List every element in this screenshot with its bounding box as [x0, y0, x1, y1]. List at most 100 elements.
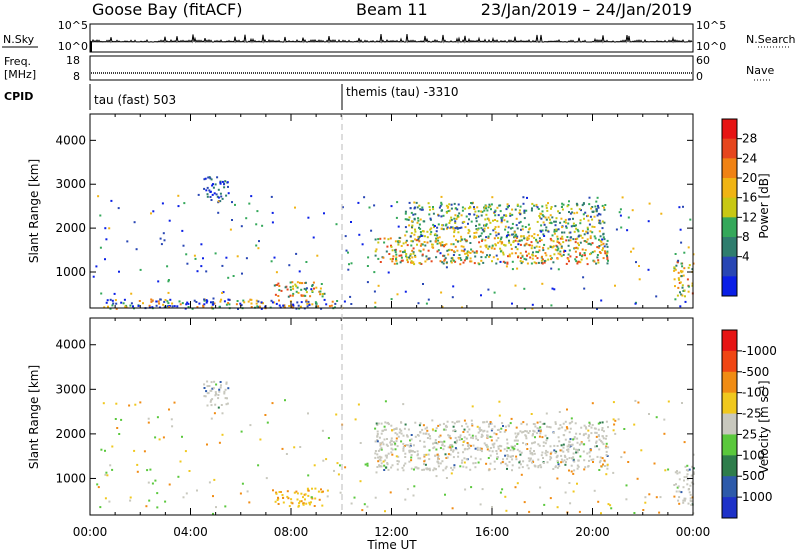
data-pixel	[506, 446, 509, 449]
data-pixel	[227, 298, 230, 301]
data-pixel	[589, 230, 592, 233]
data-pixel	[509, 449, 512, 452]
data-pixel	[566, 427, 569, 430]
data-pixel	[474, 466, 477, 469]
data-pixel	[511, 446, 514, 449]
data-pixel	[567, 253, 570, 256]
data-pixel	[560, 217, 563, 220]
data-pixel	[450, 218, 453, 221]
data-pixel	[402, 469, 405, 472]
data-pixel	[503, 243, 506, 246]
data-pixel	[504, 495, 507, 498]
data-pixel	[586, 226, 589, 229]
data-pixel	[395, 258, 397, 261]
data-pixel	[402, 445, 405, 448]
data-pixel	[549, 218, 551, 221]
data-pixel	[531, 453, 534, 456]
data-pixel	[477, 461, 480, 464]
data-pixel	[440, 215, 443, 218]
data-pixel	[692, 471, 695, 474]
data-pixel	[598, 435, 600, 438]
data-pixel	[537, 251, 540, 254]
data-pixel	[508, 234, 511, 237]
data-pixel	[481, 239, 483, 242]
data-pixel	[539, 464, 542, 467]
data-pixel	[541, 255, 543, 258]
data-pixel	[508, 204, 510, 207]
data-pixel	[215, 392, 217, 395]
data-pixel	[584, 211, 587, 214]
data-pixel	[227, 302, 230, 305]
data-pixel	[504, 425, 507, 428]
data-pixel	[154, 479, 157, 482]
data-pixel	[132, 305, 134, 308]
data-pixel	[529, 450, 532, 453]
data-pixel	[569, 438, 572, 441]
data-pixel	[185, 303, 188, 306]
data-pixel	[240, 304, 243, 307]
data-pixel	[560, 449, 563, 452]
data-pixel	[677, 286, 680, 289]
data-pixel	[210, 399, 213, 402]
data-pixel	[466, 256, 469, 259]
data-pixel	[511, 268, 514, 271]
colorbar-tick-label: 500	[742, 469, 765, 483]
data-pixel	[306, 305, 309, 308]
data-pixel	[215, 506, 217, 509]
data-pixel	[480, 210, 483, 213]
data-pixel	[603, 459, 606, 462]
data-pixel	[380, 462, 383, 465]
data-pixel	[562, 443, 565, 446]
data-pixel	[655, 295, 658, 298]
data-pixel	[480, 250, 482, 253]
data-pixel	[218, 388, 221, 391]
data-pixel	[416, 243, 418, 246]
data-pixel	[518, 209, 521, 212]
data-pixel	[470, 436, 473, 439]
data-pixel	[474, 462, 477, 464]
x-tick-label: 12:00	[374, 525, 409, 539]
data-pixel	[586, 238, 589, 241]
data-pixel	[390, 245, 393, 248]
data-pixel	[434, 233, 437, 236]
data-pixel	[203, 299, 206, 302]
data-pixel	[206, 195, 209, 198]
data-pixel	[511, 464, 514, 467]
data-pixel	[505, 509, 508, 512]
data-pixel	[493, 291, 496, 294]
data-pixel	[546, 425, 549, 428]
data-pixel	[508, 461, 511, 463]
data-pixel	[452, 254, 455, 256]
data-pixel	[561, 231, 563, 234]
data-pixel	[295, 307, 298, 310]
data-pixel	[533, 233, 536, 236]
data-pixel	[143, 450, 146, 453]
data-pixel	[438, 236, 441, 239]
data-pixel	[350, 262, 353, 265]
data-pixel	[383, 237, 386, 240]
data-pixel	[541, 451, 544, 454]
data-pixel	[418, 204, 421, 207]
data-pixel	[485, 213, 488, 216]
data-pixel	[531, 303, 534, 306]
x-tick-labels: 00:00 04:00 08:00 12:00 16:00 20:00 00:00	[73, 525, 711, 539]
data-pixel	[513, 231, 516, 234]
data-pixel	[588, 455, 591, 458]
data-pixel	[439, 252, 442, 255]
data-pixel	[136, 470, 139, 473]
data-pixel	[481, 434, 484, 437]
data-pixel	[193, 254, 196, 257]
data-pixel	[341, 206, 344, 209]
data-pixel	[572, 238, 575, 241]
data-pixel	[584, 240, 587, 243]
data-pixel	[497, 233, 500, 236]
data-pixel	[240, 225, 243, 228]
data-pixel	[683, 476, 686, 479]
data-pixel	[488, 449, 491, 452]
data-pixel	[416, 206, 419, 209]
data-pixel	[540, 259, 543, 262]
data-pixel	[478, 263, 481, 266]
data-pixel	[429, 218, 432, 221]
data-pixel	[424, 244, 427, 247]
data-pixel	[468, 428, 471, 431]
